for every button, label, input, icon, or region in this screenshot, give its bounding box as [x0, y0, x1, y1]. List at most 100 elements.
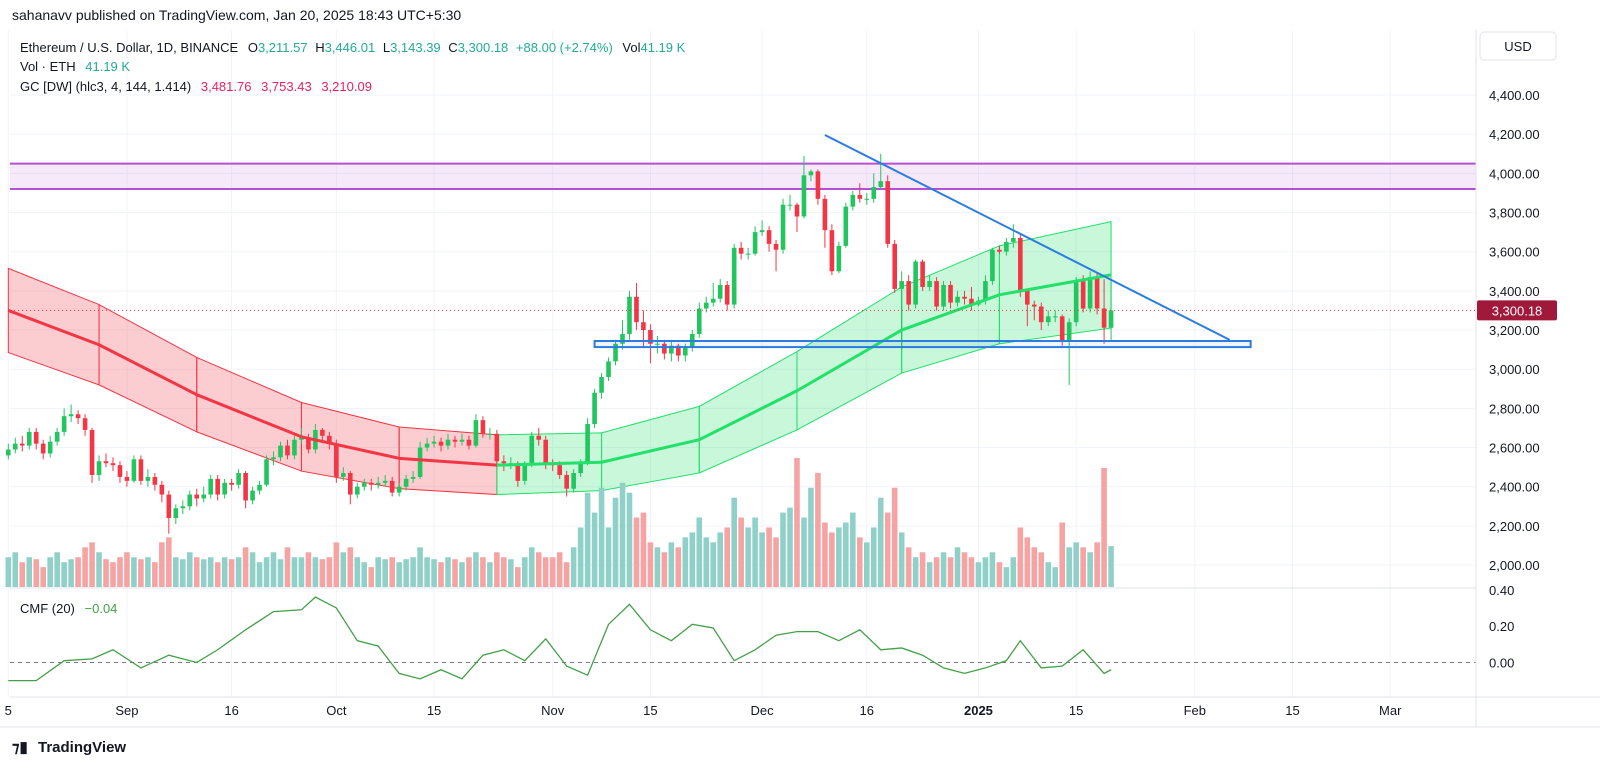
- gc-value: 3,481.76: [201, 79, 252, 94]
- volume-bar: [989, 552, 996, 587]
- candle-body: [738, 247, 744, 254]
- candle-body: [669, 345, 674, 354]
- candle-body: [1011, 237, 1016, 242]
- volume-bar: [75, 557, 81, 587]
- volume-bar: [319, 559, 326, 587]
- support-box: [593, 340, 1252, 349]
- candle-body: [899, 281, 904, 289]
- candle-body: [431, 441, 437, 444]
- candle-body: [571, 473, 576, 489]
- volume-bar: [682, 537, 689, 587]
- volume-bar: [249, 552, 256, 587]
- volume-bar: [1031, 547, 1038, 587]
- candle-body: [878, 181, 884, 188]
- candle-body: [969, 298, 974, 305]
- last-price-box: [1477, 300, 1557, 321]
- legend-value: 3,143.39: [390, 40, 441, 55]
- volume-bar: [452, 559, 458, 587]
- volume-bar: [947, 557, 954, 587]
- volume-bar: [235, 557, 242, 587]
- candle-body: [962, 296, 967, 299]
- legend-value: 3,300.18: [458, 40, 509, 55]
- candle-body: [648, 330, 653, 344]
- candle-body: [627, 296, 632, 334]
- volume-bar: [186, 552, 193, 587]
- candle-body: [110, 463, 116, 466]
- candle-body: [613, 343, 618, 362]
- volume-bar: [47, 557, 53, 587]
- volume-bar: [898, 532, 905, 587]
- volume-bar: [528, 547, 535, 587]
- candle-body: [766, 230, 772, 244]
- candle-body: [703, 302, 709, 309]
- volume-bar: [940, 552, 947, 587]
- volume-bar: [1003, 567, 1010, 587]
- candle-body: [473, 420, 479, 446]
- candle-body: [515, 463, 521, 481]
- candle-body: [368, 482, 374, 485]
- volume-bar: [19, 562, 26, 587]
- currency-button[interactable]: [1479, 31, 1557, 61]
- volume-bar: [256, 562, 263, 587]
- candle-body: [724, 284, 730, 305]
- candle-body: [285, 445, 290, 456]
- candle-body: [634, 296, 639, 323]
- volume-bar: [389, 557, 395, 587]
- candle-body: [662, 343, 667, 354]
- candle-body: [250, 490, 255, 501]
- candle-body: [33, 431, 39, 444]
- volume-bar: [96, 552, 102, 587]
- candle-body: [759, 230, 765, 233]
- candle-body: [906, 281, 911, 305]
- candle-body: [89, 429, 95, 475]
- volume-bar: [626, 492, 633, 587]
- volume-bar: [661, 552, 668, 587]
- currency[interactable]: USD: [1504, 39, 1531, 54]
- x-tick-label: 16: [224, 703, 238, 718]
- volume-bar: [766, 527, 772, 587]
- candle-body: [641, 322, 646, 331]
- candle-body: [347, 473, 353, 495]
- candle-body: [843, 206, 849, 246]
- volume-bar: [410, 557, 416, 587]
- footer-logo[interactable]: ⁊▮ TradingView: [12, 739, 126, 756]
- candle-body: [5, 449, 11, 456]
- y-tick-label: 4,400.00: [1489, 88, 1540, 103]
- candle-body: [341, 473, 346, 477]
- candle-body: [606, 361, 611, 378]
- volume-bar: [1087, 552, 1093, 587]
- candle-body: [815, 171, 821, 199]
- candle-body: [19, 443, 25, 446]
- volume-bar: [403, 559, 409, 587]
- volume-bar: [836, 527, 842, 587]
- candle-body: [166, 494, 172, 519]
- candle-body: [152, 476, 158, 485]
- candle-body: [410, 476, 416, 479]
- volume-value: 41.19 K: [85, 59, 130, 74]
- cmf-legend: CMF (20) −0.04: [20, 601, 117, 616]
- legend-line: Ethereum / U.S. Dollar, 1D, BINANCE O3,2…: [20, 40, 686, 55]
- volume-bar: [822, 522, 828, 587]
- volume-bar: [375, 557, 382, 587]
- candle-body: [145, 476, 151, 481]
- candle-body: [40, 443, 46, 454]
- volume-bar: [124, 552, 130, 587]
- candle-body: [731, 247, 737, 305]
- volume-bar: [277, 559, 284, 587]
- candle-body: [124, 476, 130, 481]
- candle-body: [236, 473, 241, 485]
- candle-body: [1087, 277, 1093, 309]
- footer-brand[interactable]: TradingView: [38, 739, 126, 756]
- volume-bar: [347, 547, 354, 587]
- logo-mark: ⁊▮: [12, 739, 28, 756]
- volume-bar: [33, 559, 40, 587]
- legend-key: Vol: [622, 40, 640, 55]
- volume-bar: [773, 537, 779, 587]
- candle-body: [676, 345, 681, 356]
- volume-bar: [214, 562, 221, 587]
- channel-mid: [7, 309, 100, 347]
- volume-bar: [815, 472, 821, 587]
- candle-body: [82, 418, 88, 430]
- volume-bar: [857, 537, 863, 587]
- volume-bar: [26, 557, 33, 587]
